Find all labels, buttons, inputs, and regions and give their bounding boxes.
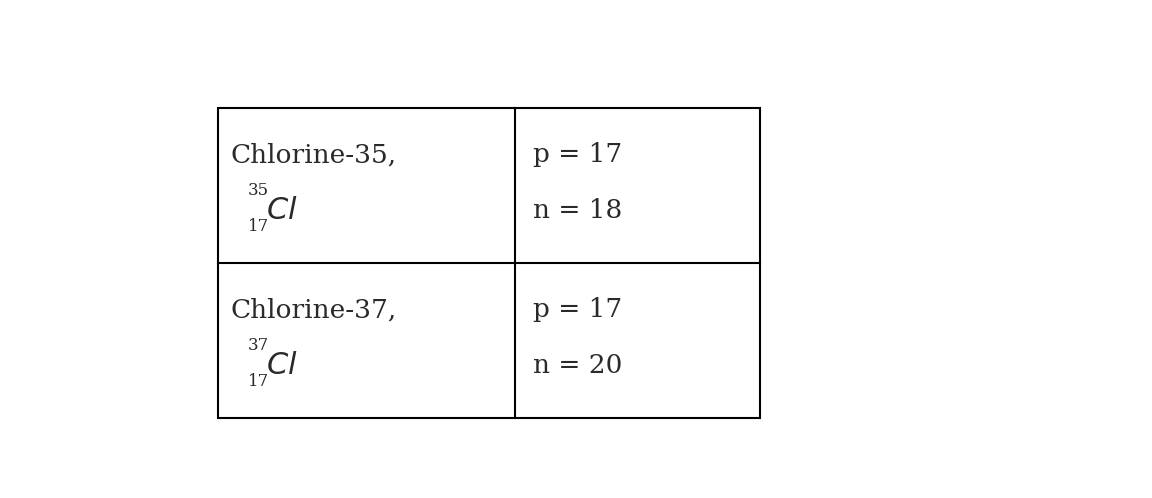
Text: n = 20: n = 20 — [533, 353, 622, 378]
Text: $\mathit{Cl}$: $\mathit{Cl}$ — [266, 351, 297, 379]
Text: p = 17: p = 17 — [533, 297, 622, 322]
Text: n = 18: n = 18 — [533, 198, 622, 223]
Text: Chlorine-35,: Chlorine-35, — [230, 142, 396, 167]
Text: 17: 17 — [248, 218, 270, 235]
Text: 37: 37 — [248, 337, 270, 354]
Text: Chlorine-37,: Chlorine-37, — [230, 297, 396, 322]
Text: $\mathit{Cl}$: $\mathit{Cl}$ — [266, 196, 297, 225]
Bar — [218, 108, 760, 418]
Text: 35: 35 — [248, 182, 270, 199]
Text: 17: 17 — [248, 373, 270, 390]
Text: p = 17: p = 17 — [533, 142, 622, 167]
